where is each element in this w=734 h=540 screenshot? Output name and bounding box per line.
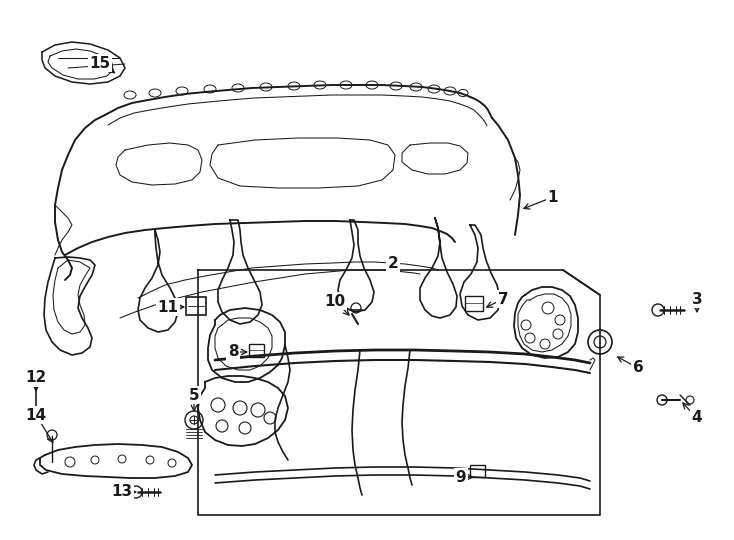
Text: 1: 1 [548,190,559,205]
Text: 3: 3 [691,292,702,307]
Text: 6: 6 [633,361,644,375]
FancyBboxPatch shape [470,465,485,477]
Text: 7: 7 [498,292,509,307]
Text: 4: 4 [691,410,702,426]
Text: 12: 12 [26,370,47,386]
FancyBboxPatch shape [249,344,264,357]
Text: 2: 2 [388,256,399,272]
Text: 5: 5 [189,388,200,402]
Text: 10: 10 [324,294,346,308]
FancyBboxPatch shape [465,296,483,311]
FancyBboxPatch shape [186,297,206,315]
Text: 9: 9 [456,469,466,484]
Text: 13: 13 [112,484,133,500]
Text: 15: 15 [90,56,111,71]
Text: 11: 11 [158,300,178,314]
Text: 14: 14 [26,408,46,422]
Text: 8: 8 [228,345,239,360]
